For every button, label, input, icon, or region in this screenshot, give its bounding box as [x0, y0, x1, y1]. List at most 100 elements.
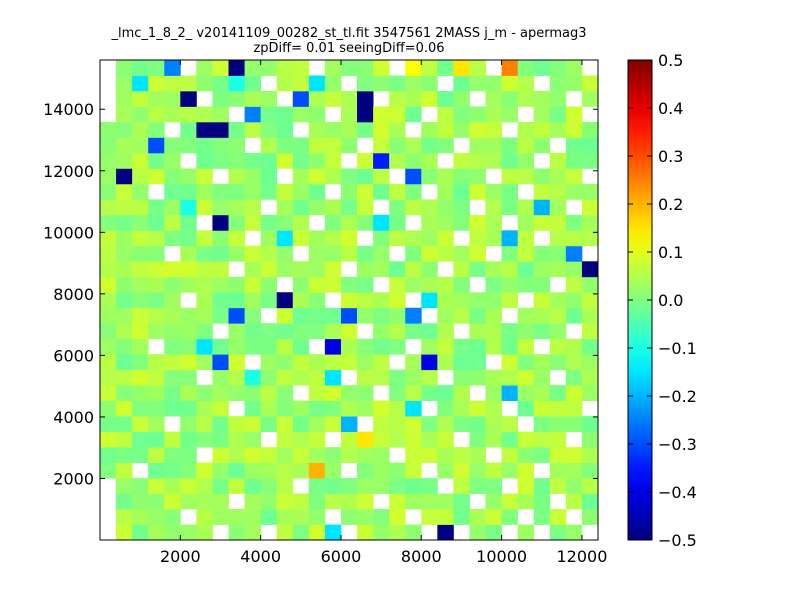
heatmap-cell	[164, 447, 181, 463]
heatmap-cell	[164, 338, 181, 355]
heatmap-cell	[421, 369, 438, 386]
heatmap-cell	[469, 60, 486, 76]
heatmap-cell	[453, 90, 470, 107]
heatmap-cell	[469, 245, 486, 262]
heatmap-cell	[389, 199, 406, 216]
heatmap-cell	[276, 245, 294, 262]
heatmap-cell	[308, 152, 326, 169]
heatmap-cell	[437, 447, 454, 463]
heatmap-cell	[421, 137, 438, 154]
heatmap-cell	[180, 230, 197, 247]
colorbar-tick-label: 0.5	[658, 51, 683, 70]
heatmap-cell	[260, 214, 278, 231]
heatmap-cell	[292, 214, 310, 231]
heatmap-cell	[132, 447, 149, 463]
heatmap-cell	[308, 137, 326, 154]
heatmap-cell	[292, 199, 310, 216]
heatmap-cell	[437, 214, 454, 231]
heatmap-cell	[164, 354, 181, 371]
heatmap-cell	[421, 121, 438, 138]
heatmap-cell	[469, 323, 486, 340]
heatmap-cell	[276, 385, 294, 402]
heatmap-cell	[100, 245, 117, 262]
heatmap-cell	[565, 245, 583, 262]
heatmap-cell	[228, 369, 245, 386]
heatmap-cell	[340, 183, 358, 200]
heatmap-cell	[244, 75, 262, 92]
heatmap-cell	[116, 462, 133, 479]
heatmap-cell	[485, 106, 503, 123]
heatmap-cell	[437, 60, 454, 76]
heatmap-cell	[228, 354, 245, 371]
heatmap-cell	[148, 121, 165, 138]
heatmap-cell	[308, 509, 326, 525]
heatmap-cell	[116, 431, 133, 448]
heatmap-cell	[116, 493, 133, 510]
heatmap-cell	[405, 168, 422, 185]
heatmap-cell	[469, 369, 486, 386]
heatmap-cell	[437, 385, 454, 402]
heatmap-cell	[276, 447, 294, 463]
heatmap-cell	[437, 245, 454, 262]
heatmap-cell	[501, 183, 519, 200]
heatmap-cell	[212, 199, 229, 216]
heatmap-cell	[276, 354, 294, 371]
heatmap-cell	[228, 338, 245, 355]
heatmap-cell	[276, 524, 294, 541]
heatmap-cell	[324, 385, 342, 402]
heatmap-cell	[292, 292, 310, 309]
heatmap-cell	[453, 245, 470, 262]
heatmap-cell	[180, 416, 197, 433]
heatmap-cell	[421, 447, 438, 463]
heatmap-cell	[100, 338, 117, 355]
heatmap-cell	[340, 354, 358, 371]
heatmap-cell	[100, 199, 117, 216]
heatmap-cell	[581, 90, 599, 107]
heatmap-cell	[148, 431, 165, 448]
heatmap-cell	[437, 183, 454, 200]
heatmap-cell	[405, 431, 422, 448]
heatmap-cell	[164, 493, 181, 510]
heatmap-cell	[148, 261, 165, 278]
heatmap-cell	[581, 307, 599, 324]
heatmap-cell	[116, 60, 133, 76]
heatmap-cell	[549, 230, 567, 247]
heatmap-cell	[340, 338, 358, 355]
heatmap-cell	[212, 369, 229, 386]
heatmap-cell	[244, 90, 262, 107]
heatmap-cell	[228, 478, 245, 494]
colorbar-tick-label: −0.5	[658, 531, 697, 550]
heatmap-cell	[373, 338, 390, 355]
heatmap-cell	[324, 493, 342, 510]
heatmap-cell	[308, 261, 326, 278]
heatmap-cell	[180, 168, 197, 185]
heatmap-cell	[228, 60, 245, 76]
heatmap-cell	[132, 385, 149, 402]
heatmap-cell	[421, 478, 438, 494]
heatmap-cell	[340, 168, 358, 185]
heatmap-cell	[308, 168, 326, 185]
heatmap-cell	[533, 199, 551, 216]
heatmap-cell	[148, 152, 165, 169]
heatmap-cell	[501, 292, 519, 309]
x-tick-label: 6000	[321, 547, 362, 566]
heatmap-cell	[389, 75, 406, 92]
heatmap-cell	[180, 323, 197, 340]
colorbar-tick-label: −0.3	[658, 435, 697, 454]
heatmap-cell	[469, 338, 486, 355]
heatmap-cell	[148, 168, 165, 185]
heatmap-cell	[389, 369, 406, 386]
heatmap-cell	[549, 354, 567, 371]
heatmap-cell	[340, 385, 358, 402]
heatmap-cell	[164, 60, 181, 76]
heatmap-cell	[308, 245, 326, 262]
heatmap-cell	[453, 106, 470, 123]
heatmap-cell	[533, 447, 551, 463]
heatmap-cell	[357, 509, 374, 525]
heatmap-cell	[276, 338, 294, 355]
heatmap-cell	[308, 385, 326, 402]
heatmap-cell	[437, 431, 454, 448]
heatmap-cell	[565, 447, 583, 463]
heatmap-cell	[164, 478, 181, 494]
heatmap-cell	[437, 199, 454, 216]
